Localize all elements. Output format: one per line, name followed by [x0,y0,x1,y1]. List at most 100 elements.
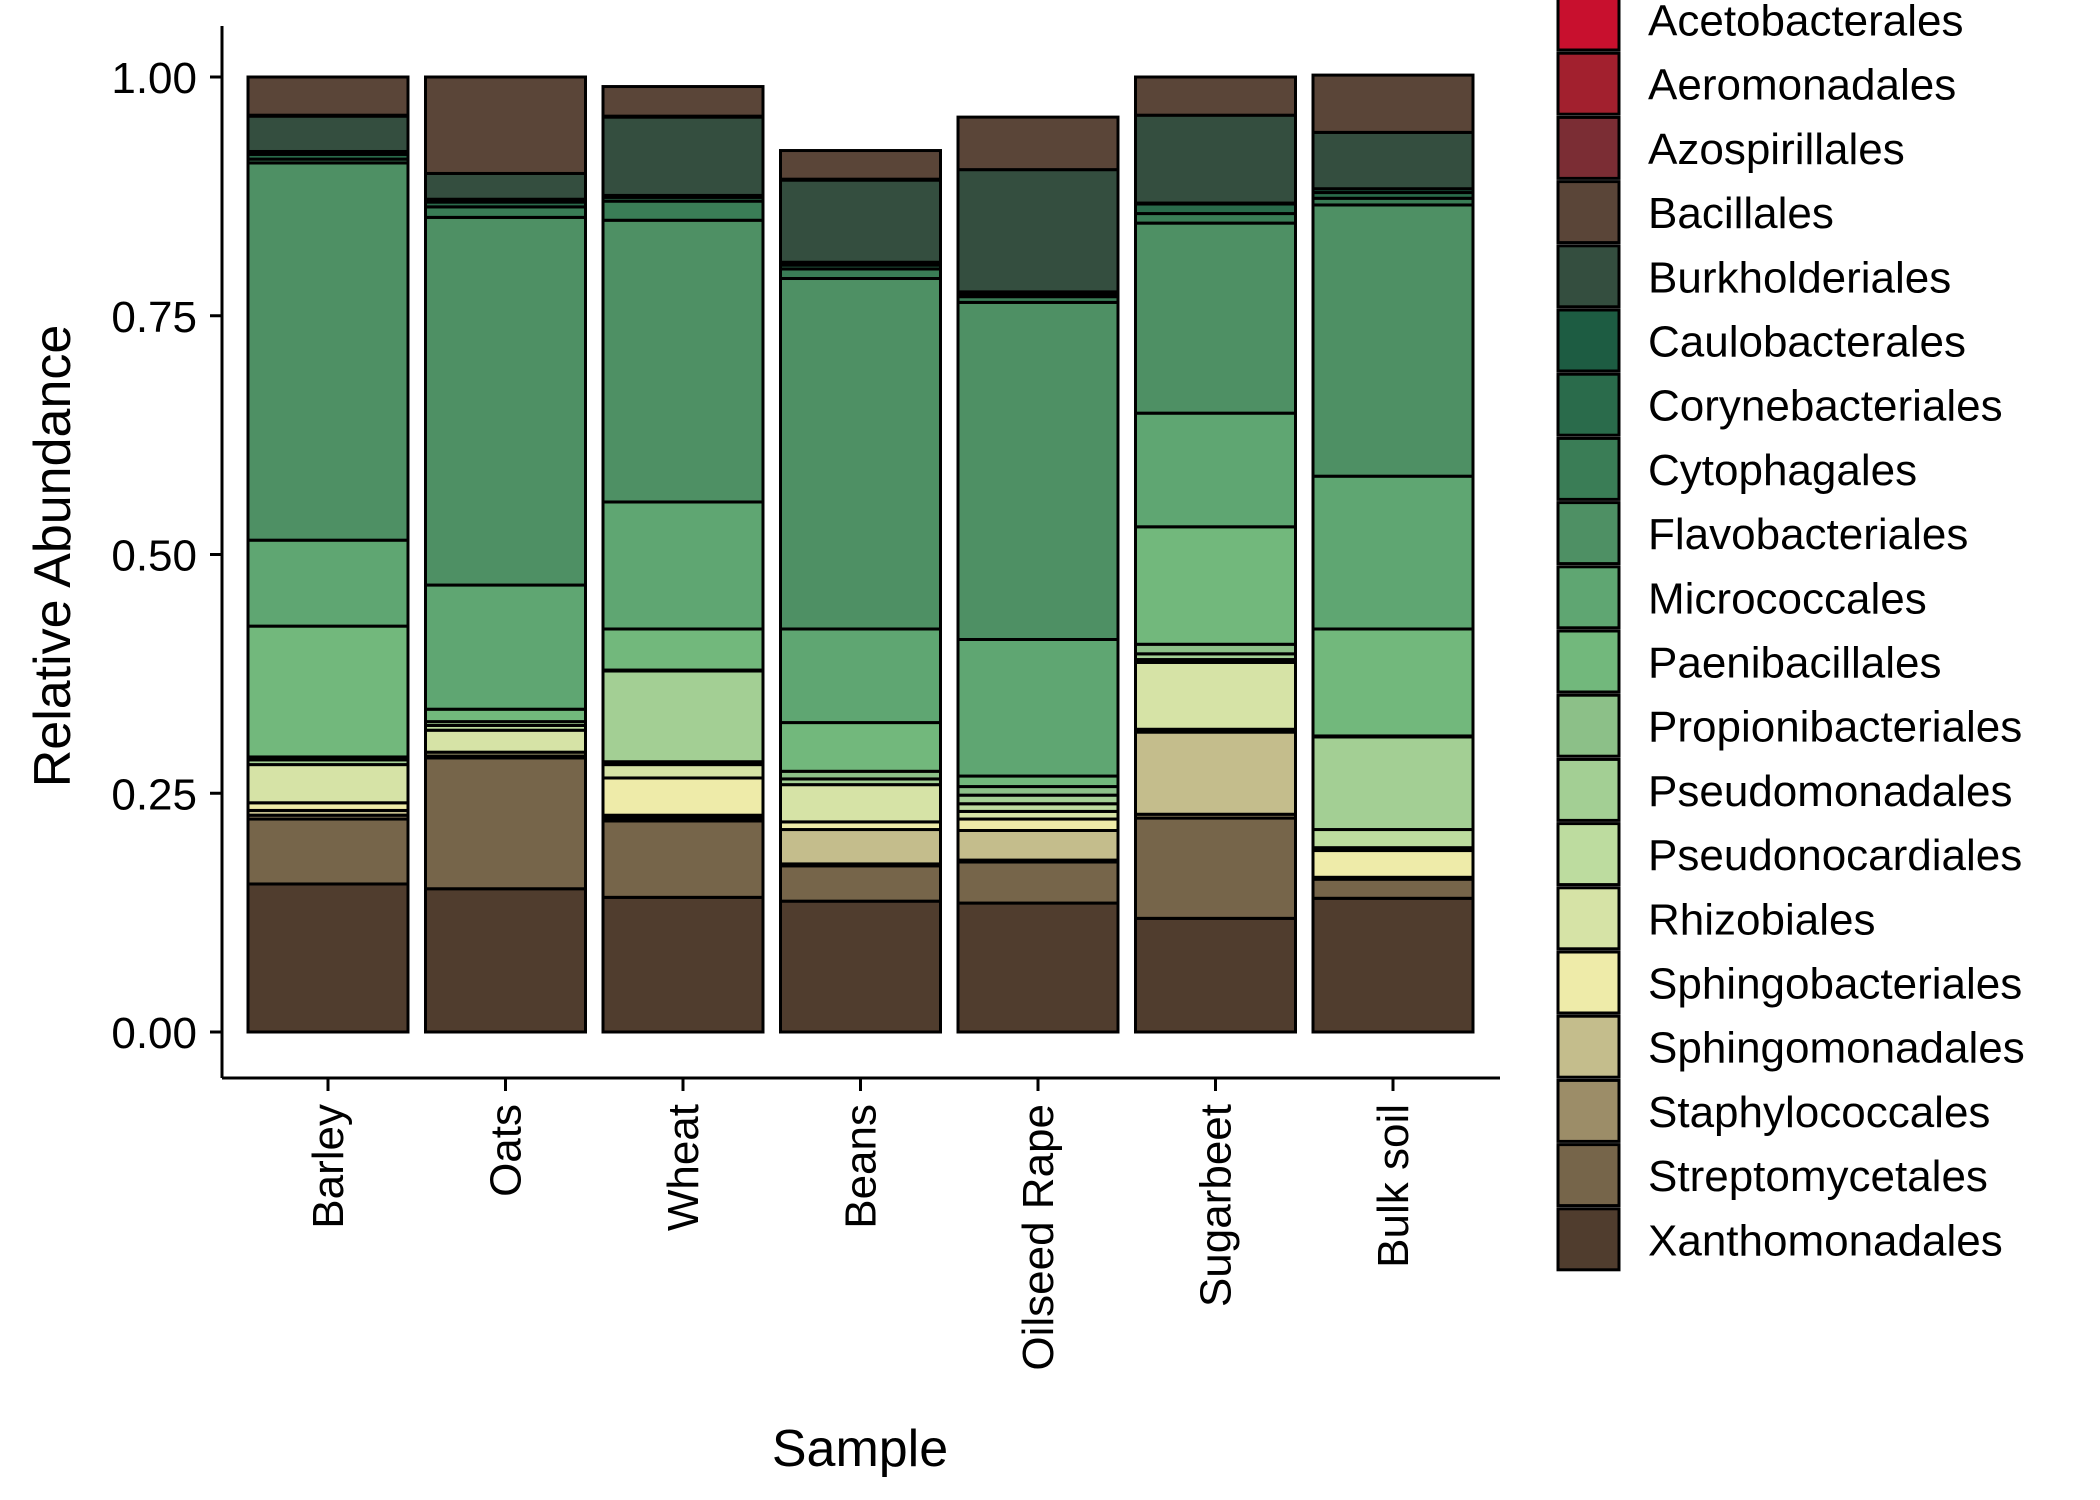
legend-item-caulobacterales: Caulobacterales [1556,308,1966,373]
legend-item-aeromonadales: Aeromonadales [1556,51,1956,116]
legend-key [1556,244,1621,309]
bar-segment-wheat-flavobacteriales [601,218,765,504]
bar-segment-barley-rhizobiales [246,763,410,805]
bar-segment-sugarbeet-bacillales [1134,75,1297,117]
bar-segment-wheat-rhizobiales [601,763,765,780]
bar-segment-beans-paenibacillales [779,721,942,773]
legend-key [1556,372,1621,437]
legend-label: Bacillales [1648,189,1834,238]
bar-segment-oats-flavobacteriales [424,215,587,587]
bar-segment-wheat-bacillales [601,85,765,118]
bar-segment-oilseed-rape-burkholderiales [956,168,1120,294]
bar-stack-barley [246,75,410,1034]
legend-key [1556,950,1621,1015]
legend-key [1556,501,1621,566]
bar-segment-oats-cytophagales [424,205,587,219]
legend-label: Cytophagales [1648,446,1917,495]
legend-label: Corynebacteriales [1648,382,2003,431]
y-tick-label: 0.25 [111,770,197,819]
legend-label: Streptomycetales [1648,1152,1988,1201]
bar-segment-beans-burkholderiales [779,178,942,264]
bar-segment-oilseed-rape-paenibacillales [956,774,1120,789]
legend-key [1556,757,1621,822]
bar-segment-bulk-soil-burkholderiales [1311,130,1475,191]
bar-stack-wheat [601,85,765,1034]
bar-segment-beans-rhizobiales [779,783,942,824]
legend-item-pseudomonadales: Pseudomonadales [1556,757,2012,822]
legend-key [1556,693,1621,758]
bar-segment-barley-bacillales [246,75,410,117]
bar-segment-wheat-streptomycetales [601,819,765,899]
x-tick-label-bulk-soil: Bulk soil [1369,1104,1418,1268]
legend-key [1556,51,1621,116]
bar-segment-bulk-soil-sphingobacteriales [1311,849,1475,879]
bar-segment-wheat-burkholderiales [601,115,765,197]
bar-segment-sugarbeet-rhizobiales [1134,660,1297,731]
bar-segment-oats-micrococcales [424,583,587,711]
bar-segment-bulk-soil-pseudonocardiales [1311,828,1475,850]
bar-segment-beans-bacillales [779,149,942,181]
legend-key [1556,180,1621,245]
bar-segment-bulk-soil-pseudomonadales [1311,735,1475,832]
legend-label: Azospirillales [1648,125,1905,174]
legend-key [1556,886,1621,951]
bar-segment-barley-micrococcales [246,538,410,628]
bar-segment-oilseed-rape-sphingomonadales [956,828,1120,862]
legend-item-burkholderiales: Burkholderiales [1556,244,1951,309]
bar-segment-barley-paenibacillales [246,624,410,759]
legend-label: Flavobacteriales [1648,510,1968,559]
x-tick-label-oilseed-rape: Oilseed Rape [1014,1104,1063,1371]
bar-segment-wheat-micrococcales [601,500,765,631]
bar-segment-wheat-xanthomonadales [601,895,765,1034]
bar-segment-oats-burkholderiales [424,171,587,201]
legend-item-sphingobacteriales: Sphingobacteriales [1556,950,2022,1015]
legend-label: Pseudomonadales [1648,767,2012,816]
legend-item-pseudonocardiales: Pseudonocardiales [1556,822,2022,887]
bar-segment-beans-sphingomonadales [779,828,942,866]
bar-segment-sugarbeet-flavobacteriales [1134,221,1297,415]
bars [246,73,1475,1034]
x-axis-title: Sample [772,1420,948,1478]
legend-key [1556,1207,1621,1272]
legend-label: Sphingomonadales [1648,1024,2025,1073]
bar-segment-barley-streptomycetales [246,817,410,886]
legend-item-azospirillales: Azospirillales [1556,115,1905,180]
legend-item-staphylococcales: Staphylococcales [1556,1078,1990,1143]
x-tick-label-sugarbeet: Sugarbeet [1192,1104,1241,1307]
legend-key [1556,565,1621,630]
x-tick-label-oats: Oats [482,1104,531,1197]
bar-segment-oats-rhizobiales [424,728,587,754]
legend-key [1556,1078,1621,1143]
bar-segment-bulk-soil-micrococcales [1311,474,1475,631]
legend-label: Acetobacterales [1648,0,1964,46]
legend-label: Paenibacillales [1648,639,1942,688]
bar-segment-beans-xanthomonadales [779,899,942,1034]
legend-key [1556,1143,1621,1208]
legend-key [1556,822,1621,887]
bar-segment-wheat-sphingobacteriales [601,776,765,817]
bar-segment-barley-flavobacteriales [246,161,410,542]
bar-segment-wheat-cytophagales [601,199,765,222]
legend-label: Aeromonadales [1648,61,1956,110]
legend-label: Burkholderiales [1648,253,1951,302]
y-tick-label: 0.00 [111,1009,197,1058]
bar-segment-beans-streptomycetales [779,864,942,903]
y-ticks: 0.00 0.25 0.50 0.75 1.00 [111,54,222,1058]
bar-segment-barley-xanthomonadales [246,882,410,1034]
bar-segment-sugarbeet-xanthomonadales [1134,916,1297,1034]
x-tick-label-beans: Beans [837,1104,886,1229]
bar-segment-bulk-soil-flavobacteriales [1311,203,1475,478]
bar-segment-oilseed-rape-bacillales [956,115,1120,172]
y-tick-label: 0.75 [111,293,197,342]
bar-segment-oilseed-rape-sphingobacteriales [956,817,1120,832]
bar-segment-wheat-paenibacillales [601,627,765,672]
bar-segment-sugarbeet-micrococcales [1134,411,1297,529]
x-tick-label-wheat: Wheat [659,1104,708,1231]
legend-item-rhizobiales: Rhizobiales [1556,886,1875,951]
x-ticks: Barley Oats Wheat Beans Oilseed Rape Sugarbee… [304,1078,1418,1371]
y-tick-label: 1.00 [111,54,197,103]
y-axis-title: Relative Abundance [24,325,82,788]
bar-segment-sugarbeet-burkholderiales [1134,113,1297,205]
legend-item-xanthomonadales: Xanthomonadales [1556,1207,2003,1272]
